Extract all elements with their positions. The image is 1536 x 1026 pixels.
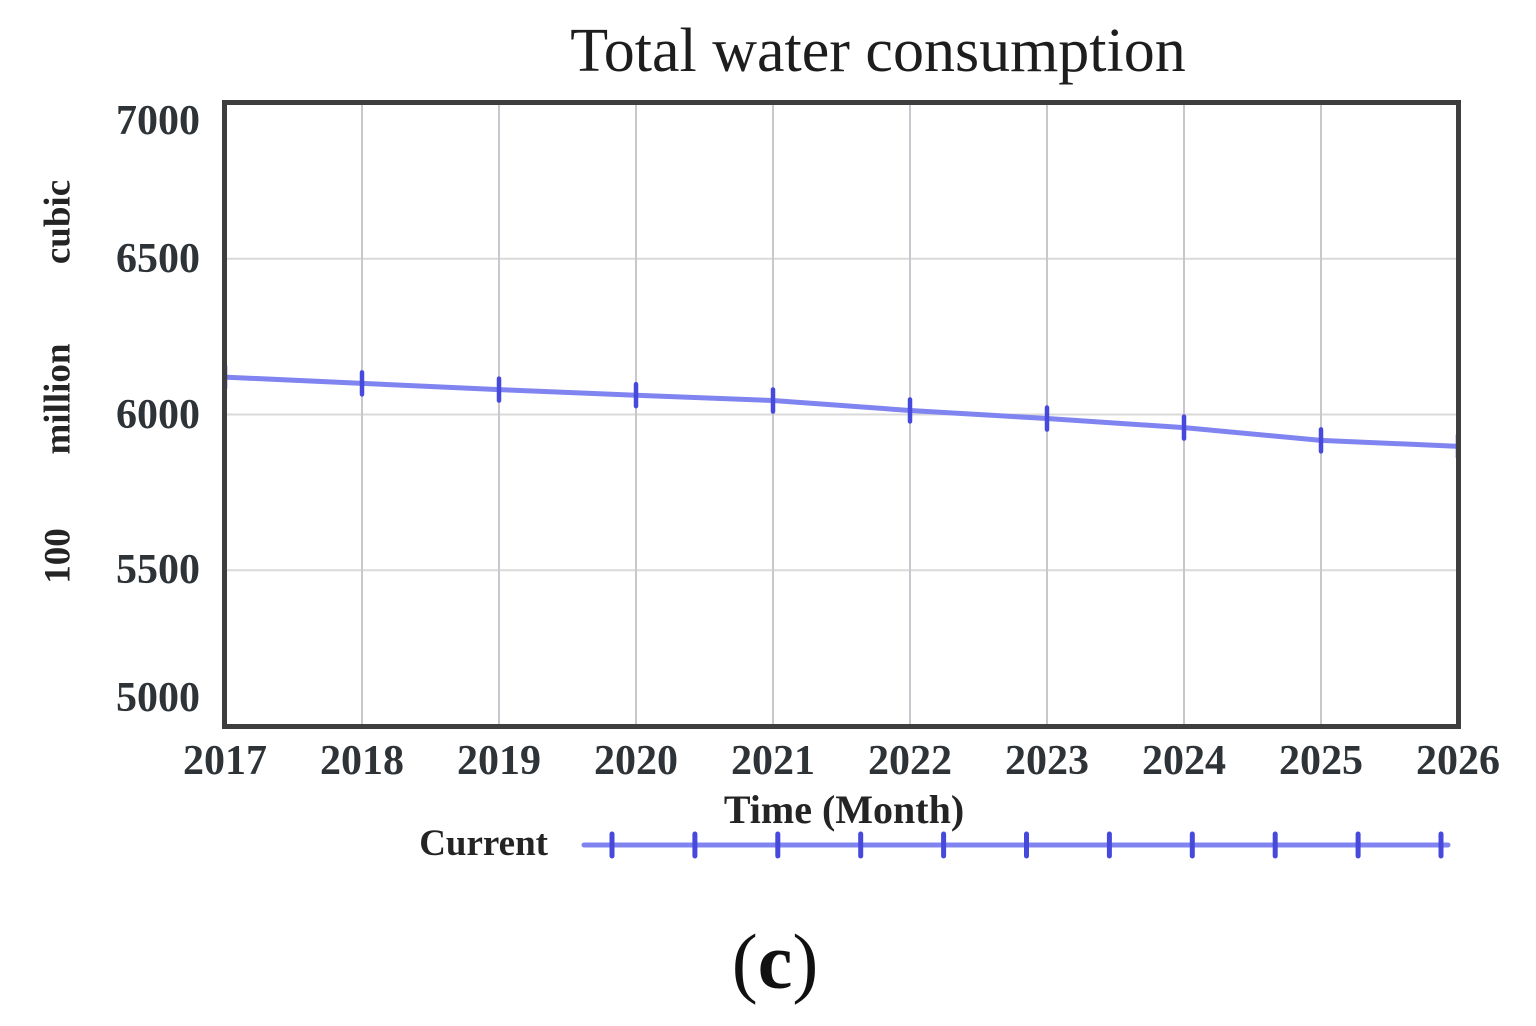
y-tick-label: 7000 [116,98,200,144]
y-unit-word: 100 [37,528,79,584]
x-axis-label: Time (Month) [723,787,965,832]
y-unit-word: cubic [37,179,79,265]
legend: Current [0,818,1536,874]
x-tick-label: 2025 [1279,738,1363,784]
y-tick-label: 6500 [116,235,200,282]
y-tick-label: 5500 [116,547,200,594]
data-plot [227,105,1456,724]
y-tick-label: 6000 [116,391,200,438]
plot-area [222,100,1461,729]
legend-series-label: Current [419,823,548,864]
figure-caption: (c) [732,916,819,1008]
data-series-line [227,374,1456,449]
legend-line-sample [581,831,1451,859]
x-tick-label: 2019 [457,738,541,784]
y-unit-word: million [37,343,79,455]
x-tick-label: 2023 [1005,738,1089,784]
x-tick-label: 2020 [594,738,678,784]
caption-close-paren: ) [792,918,819,1005]
x-tick-label: 2024 [1142,738,1226,784]
chart-title: Total water consumption [570,17,1186,85]
x-tick-label: 2018 [320,738,404,784]
x-tick-label: 2026 [1416,738,1500,784]
x-tick-label: 2017 [183,738,267,784]
caption-letter: c [757,918,793,1005]
y-tick-label: 5000 [116,675,200,721]
x-tick-label: 2021 [731,738,815,784]
caption-open-paren: ( [731,918,758,1005]
x-tick-label: 2022 [868,738,952,784]
